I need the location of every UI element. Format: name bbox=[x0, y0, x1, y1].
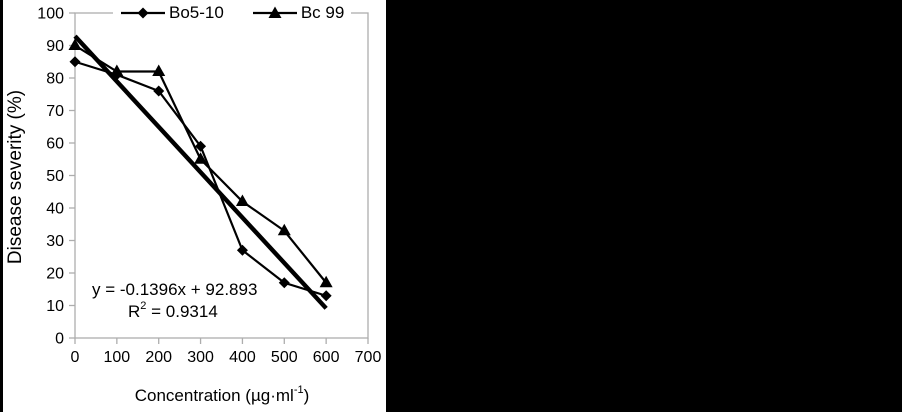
series-line-bo5-10 bbox=[74, 60, 327, 297]
x-tick-label: 700 bbox=[355, 349, 382, 366]
r-squared-value: = 0.9314 bbox=[146, 302, 218, 321]
x-axis-title-superscript: -1 bbox=[293, 384, 304, 397]
x-tick-label: 300 bbox=[187, 349, 214, 366]
data-point-triangle bbox=[277, 223, 291, 236]
data-point-triangle bbox=[194, 152, 208, 164]
r-squared-superscript: 2 bbox=[140, 300, 147, 313]
series-line-bc-99 bbox=[74, 44, 327, 284]
y-tick-label: 70 bbox=[46, 103, 64, 120]
r-squared-prefix: R bbox=[128, 302, 141, 321]
legend-label-bc-99: Bc 99 bbox=[300, 3, 345, 22]
y-tick-label: 10 bbox=[46, 298, 64, 315]
chart-area: 0 10 20 30 40 50 60 70 80 90 100 0 100 200 300 400 500 60… bbox=[3, 0, 386, 412]
y-tick-label: 50 bbox=[46, 168, 64, 185]
x-tick-label: 600 bbox=[313, 349, 340, 366]
data-point-triangle bbox=[319, 275, 333, 288]
data-point-triangle bbox=[68, 38, 82, 50]
data-point-diamond bbox=[236, 244, 248, 256]
legend-label-bo5-10: Bo5-10 bbox=[169, 3, 224, 22]
y-tick-label: 0 bbox=[55, 331, 64, 348]
x-tick-label: 500 bbox=[271, 349, 298, 366]
data-point-triangle bbox=[152, 64, 166, 76]
y-axis-title: Disease severity (%) bbox=[5, 89, 26, 265]
data-point-triangle bbox=[235, 194, 249, 206]
y-tick-label: 30 bbox=[46, 233, 64, 250]
trendline bbox=[73, 34, 328, 310]
x-tick-label: 100 bbox=[104, 349, 131, 366]
data-point-diamond bbox=[69, 56, 81, 68]
y-tick-label: 40 bbox=[46, 201, 64, 218]
x-tick-label: 0 bbox=[71, 349, 80, 366]
x-axis-title: Concentration (µg·ml-1) bbox=[134, 384, 310, 406]
r-squared-label: R2 = 0.9314 bbox=[128, 300, 218, 322]
y-tick-label: 100 bbox=[37, 6, 64, 23]
triangle-marker-icon bbox=[252, 6, 297, 18]
diamond-marker-icon bbox=[121, 7, 165, 19]
legend-item-bo5-10: Bo5-10 bbox=[120, 3, 224, 23]
y-tick-label: 20 bbox=[46, 266, 64, 283]
y-tick-label: 90 bbox=[46, 38, 64, 55]
y-tick-label: 80 bbox=[46, 71, 64, 88]
data-point-diamond bbox=[278, 277, 290, 289]
x-axis-title-text: Concentration (µg·ml bbox=[134, 386, 294, 405]
data-point-diamond bbox=[320, 290, 332, 302]
x-tick-label: 400 bbox=[229, 349, 256, 366]
x-tick-label: 200 bbox=[145, 349, 172, 366]
plot-svg: 0 10 20 30 40 50 60 70 80 90 100 0 100 200 300 400 500 60… bbox=[37, 6, 382, 367]
legend-item-bc-99: Bc 99 bbox=[252, 3, 344, 23]
legend: Bo5-10 Bc 99 bbox=[113, 3, 352, 23]
x-axis-title-close: ) bbox=[303, 386, 310, 405]
data-point-diamond bbox=[153, 85, 165, 97]
trendline-equation: y = -0.1396x + 92.893 bbox=[92, 280, 258, 299]
data-point-triangle bbox=[110, 64, 124, 76]
y-tick-label: 60 bbox=[46, 136, 64, 153]
data-point-diamond bbox=[195, 140, 207, 152]
